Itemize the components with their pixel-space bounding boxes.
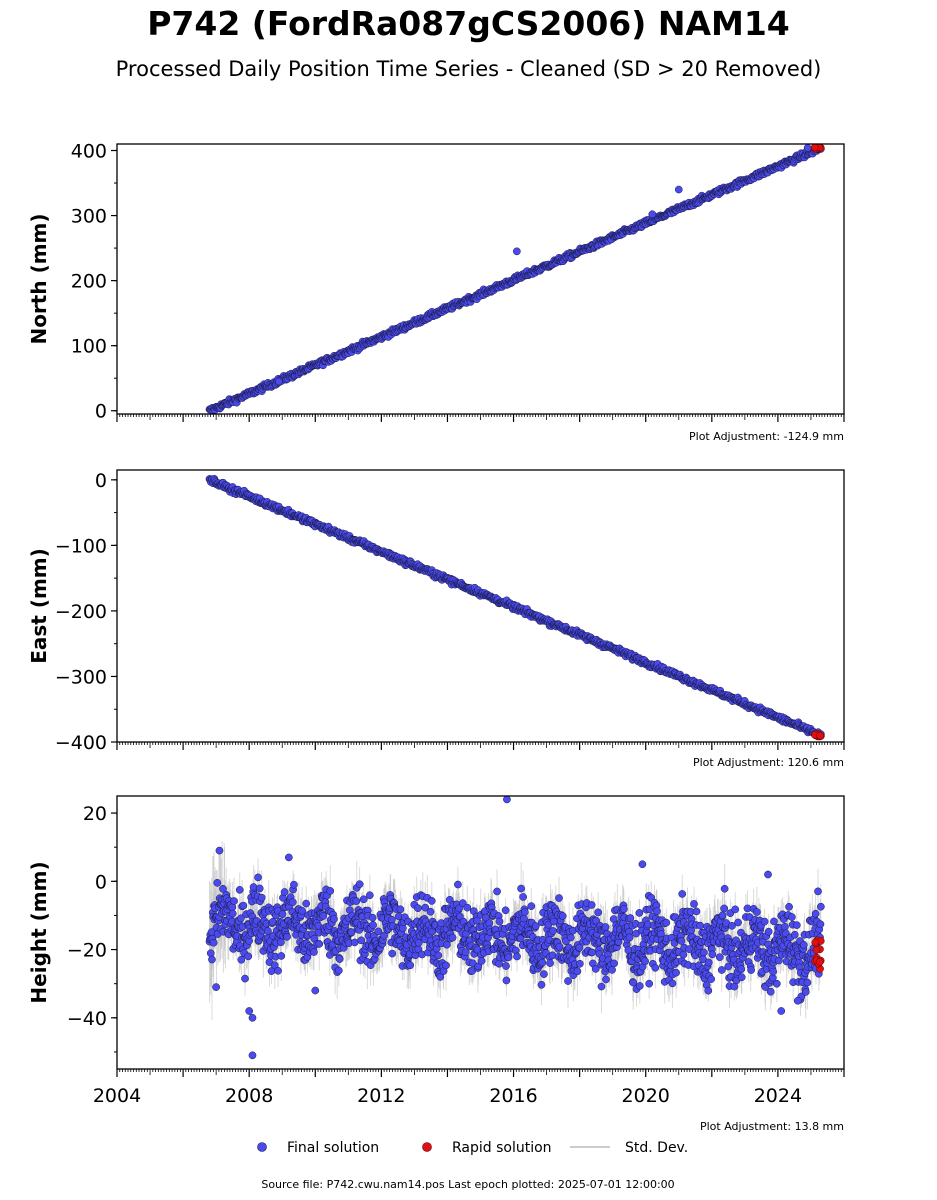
north-plot-adjustment: Plot Adjustment: -124.9 mm (689, 430, 844, 443)
east-final-points (205, 474, 825, 741)
height-final-point (387, 915, 396, 924)
height-final-point (350, 938, 359, 947)
height-final-point (278, 910, 287, 919)
height-final-point (208, 955, 216, 964)
north-ytick-label: 100 (71, 336, 107, 358)
east-ytick-label: −400 (55, 732, 107, 754)
height-final-point (359, 895, 368, 904)
east-rapid-point (816, 731, 824, 740)
height-final-point (380, 931, 388, 940)
panel-east: 0 −100 −200 −300 −400 East (mm) Plot Adjustmen… (27, 469, 845, 769)
north-ytick-label: 400 (71, 141, 107, 163)
height-final-point (290, 880, 298, 889)
height-final-point (288, 898, 297, 906)
east-rapid-points (811, 730, 825, 741)
height-final-point (388, 949, 397, 958)
height-final-point (335, 955, 344, 963)
height-final-point (274, 966, 282, 975)
height-final-point (374, 927, 383, 936)
height-final-point (230, 897, 238, 905)
north-final-point (275, 377, 283, 386)
height-final-point (298, 906, 306, 915)
height-final-point (330, 915, 338, 923)
height-final-point (244, 952, 253, 961)
height-final-point (357, 936, 366, 945)
height-final-point (239, 901, 248, 910)
height-final-point (277, 938, 285, 947)
north-ylabel: North (mm) (27, 213, 51, 344)
north-plot-area (205, 144, 825, 414)
east-plot-area (205, 474, 825, 741)
chart-subtitle: Processed Daily Position Time Series - C… (115, 57, 822, 81)
height-final-point (310, 948, 318, 956)
height-final-point (257, 893, 266, 902)
height-final-point (277, 952, 286, 960)
north-final-point (513, 247, 521, 256)
east-ylabel: East (mm) (27, 548, 51, 664)
north-final-point (674, 185, 683, 194)
chart-title: P742 (FordRa087gCS2006) NAM14 (147, 4, 790, 43)
north-ytick-label: 0 (95, 401, 107, 423)
height-final-point (228, 909, 237, 918)
height-final-point (396, 905, 405, 914)
height-final-point (254, 873, 262, 882)
height-final-point (219, 884, 227, 893)
height-final-point (315, 940, 324, 948)
east-ytick-label: −200 (55, 601, 107, 623)
height-final-point (206, 949, 215, 958)
north-ytick-label: 300 (71, 206, 107, 228)
height-final-point (235, 886, 244, 894)
height-final-point (369, 921, 377, 929)
height-final-point (237, 955, 246, 964)
north-rapid-point (810, 144, 819, 152)
north-final-point (648, 210, 657, 219)
east-ytick-label: −100 (55, 535, 107, 557)
north-ytick-label: 200 (71, 271, 107, 293)
height-final-point (241, 974, 249, 983)
height-final-point (283, 932, 291, 941)
height-final-point (334, 966, 343, 975)
height-final-point (326, 887, 335, 895)
height-final-point (347, 928, 356, 937)
height-final-point (319, 912, 328, 920)
height-final-point (355, 880, 364, 889)
north-final-points (205, 144, 825, 414)
height-final-points (205, 796, 825, 1060)
height-final-point (302, 899, 311, 908)
height-final-point (365, 891, 374, 900)
east-ytick-label: −300 (55, 666, 107, 688)
height-final-point (280, 888, 289, 896)
panel-north: 0 100 200 300 400 North (mm) Plot Adjustment: … (27, 141, 845, 443)
height-plot-area (205, 796, 825, 1060)
height-final-point (209, 938, 218, 947)
height-final-point (368, 913, 377, 922)
height-final-point (255, 884, 264, 893)
east-plot-adjustment: Plot Adjustment: 120.6 mm (693, 756, 844, 769)
north-final-point (803, 144, 812, 152)
height-final-point (213, 878, 222, 887)
north-rapid-points (810, 144, 825, 153)
height-final-point (237, 914, 245, 923)
east-ytick-label: 0 (95, 470, 107, 492)
height-final-point (352, 897, 361, 905)
